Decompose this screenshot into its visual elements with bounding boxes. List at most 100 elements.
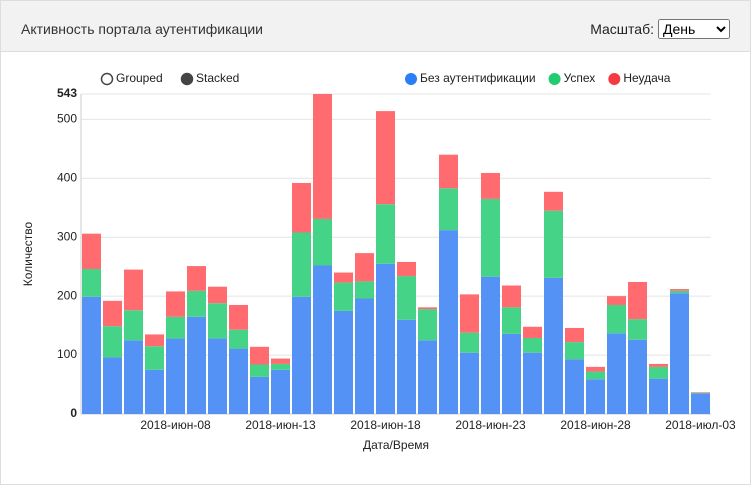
bar-segment <box>166 316 185 339</box>
bar-segment <box>103 326 122 358</box>
bar-segment <box>607 304 626 334</box>
scale-select[interactable]: День <box>658 19 730 39</box>
bar-segment <box>691 392 710 394</box>
bar-segment <box>523 326 542 338</box>
y-tick-label: 500 <box>57 112 77 126</box>
bar-segment <box>166 338 185 414</box>
x-tick-label: 2018-июл-03 <box>665 418 736 432</box>
bar-segment <box>313 94 332 219</box>
bar-segment <box>187 266 206 291</box>
panel-header: Активность портала аутентификации Масшта… <box>1 1 750 52</box>
bar-segment <box>313 265 332 414</box>
legend-marker[interactable] <box>548 73 561 85</box>
bar-segment <box>334 272 353 283</box>
bar-segment <box>250 364 269 377</box>
x-tick-label: 2018-июн-08 <box>140 418 211 432</box>
bar-segment <box>481 198 500 277</box>
y-axis-label: Количество <box>21 221 35 286</box>
bar-segment <box>565 342 584 360</box>
x-tick-label: 2018-июн-28 <box>560 418 631 432</box>
bar-segment <box>250 376 269 414</box>
bar-segment <box>586 371 605 380</box>
bar-segment <box>292 182 311 233</box>
bar-segment <box>229 348 248 414</box>
mode-radio[interactable] <box>180 72 194 86</box>
y-tick-label: 100 <box>57 347 77 361</box>
bar-segment <box>355 281 374 299</box>
bar-segment <box>628 281 647 320</box>
bar-segment <box>397 261 416 277</box>
mode-label[interactable]: Stacked <box>196 71 239 85</box>
legend-marker[interactable] <box>405 73 417 85</box>
y-tick-label: 300 <box>57 229 77 243</box>
x-tick-label: 2018-июн-18 <box>350 418 421 432</box>
bar-segment <box>670 293 689 414</box>
bar-segment <box>376 111 395 205</box>
bar-segment <box>250 346 269 365</box>
bar-segment <box>208 286 227 304</box>
bar-segment <box>691 393 710 414</box>
panel-title: Активность портала аутентификации <box>21 21 263 37</box>
y-tick-label: 200 <box>57 288 77 302</box>
bar-segment <box>82 269 101 297</box>
bar-segment <box>166 291 185 317</box>
bar-segment <box>187 316 206 414</box>
bar-segment <box>649 366 668 379</box>
bar-segment <box>187 290 206 317</box>
bar-segment <box>208 303 227 339</box>
bar-segment <box>271 363 290 370</box>
scale-control: Масштаб: День <box>590 19 730 39</box>
bar-segment <box>397 319 416 414</box>
legend-label[interactable]: Без аутентификации <box>420 71 536 85</box>
bar-segment <box>355 253 374 282</box>
bar-segment <box>208 338 227 414</box>
bar-segment <box>586 379 605 414</box>
bar-segment <box>418 307 437 310</box>
bar-segment <box>355 298 374 414</box>
bar-segment <box>313 218 332 266</box>
bar-segment <box>670 289 689 291</box>
y-tick-label: 543 <box>57 86 77 100</box>
bar-segment <box>607 296 626 305</box>
bar-segment <box>502 307 521 334</box>
bar-segment <box>397 276 416 320</box>
bar-segment <box>649 378 668 414</box>
bar-segment <box>460 332 479 353</box>
legend-label[interactable]: Неудача <box>623 71 670 85</box>
bar-segment <box>145 369 164 414</box>
x-axis-label: Дата/Время <box>363 438 429 452</box>
y-tick-label: 400 <box>57 170 77 184</box>
mode-radio[interactable] <box>100 72 114 86</box>
bar-segment <box>544 210 563 278</box>
bar-segment <box>502 285 521 308</box>
y-tick-label: 0 <box>70 406 77 420</box>
bar-segment <box>124 269 143 311</box>
bar-segment <box>523 352 542 414</box>
bar-segment <box>481 172 500 199</box>
bar-segment <box>523 337 542 353</box>
bar-segment <box>103 357 122 414</box>
bar-segment <box>271 358 290 364</box>
bar-segment <box>544 191 563 211</box>
legend-marker[interactable] <box>608 73 621 85</box>
bar-segment <box>376 263 395 414</box>
x-tick-label: 2018-июн-13 <box>245 418 316 432</box>
bar-segment <box>229 304 248 330</box>
bar-segment <box>565 327 584 343</box>
legend-label[interactable]: Успех <box>564 71 596 85</box>
bar-segment <box>460 294 479 333</box>
bar-segment <box>334 282 353 311</box>
bar-segment <box>439 230 458 414</box>
bar-segment <box>607 333 626 414</box>
bar-segment <box>544 277 563 414</box>
bar-segment <box>439 154 458 189</box>
bar-segment <box>418 309 437 341</box>
bar-segment <box>670 290 689 294</box>
bar-segment <box>145 334 164 347</box>
bar-segment <box>586 366 605 372</box>
bar-segment <box>103 300 122 327</box>
mode-label[interactable]: Grouped <box>116 71 163 85</box>
bar-segment <box>229 329 248 349</box>
bar-segment <box>271 369 290 414</box>
